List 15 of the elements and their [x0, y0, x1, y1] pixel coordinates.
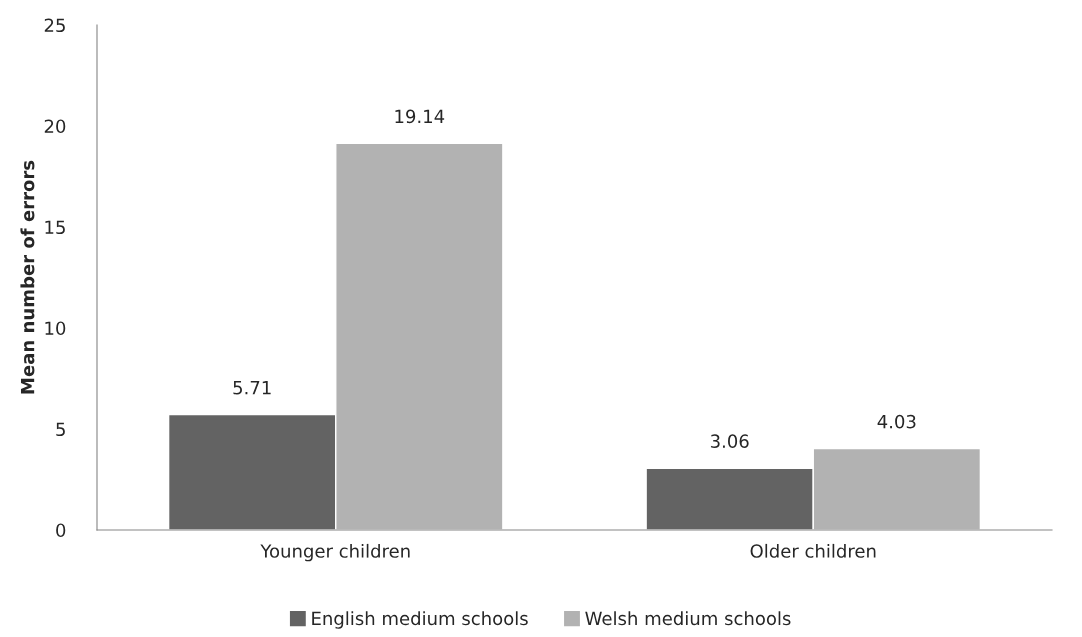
y-tick-label: 20	[44, 119, 66, 134]
legend-label: English medium schools	[312, 611, 528, 629]
x-tick-label: Younger children	[260, 543, 410, 562]
y-tick-label: 0	[56, 523, 66, 538]
x-tick-label: Older children	[750, 543, 876, 558]
y-tick-label: 10	[45, 321, 66, 336]
data-label: 19.14	[395, 109, 445, 124]
y-tick-label: 25	[44, 18, 65, 33]
data-label: 5.71	[233, 381, 271, 395]
data-label: 3.06	[710, 434, 749, 449]
data-label: 4.03	[877, 414, 916, 429]
y-axis-title: Mean number of errors	[20, 160, 35, 394]
y-tick-label: 15	[45, 220, 65, 235]
y-tick-label: 5	[56, 422, 65, 437]
legend-label: Welsh medium schools	[585, 611, 791, 626]
